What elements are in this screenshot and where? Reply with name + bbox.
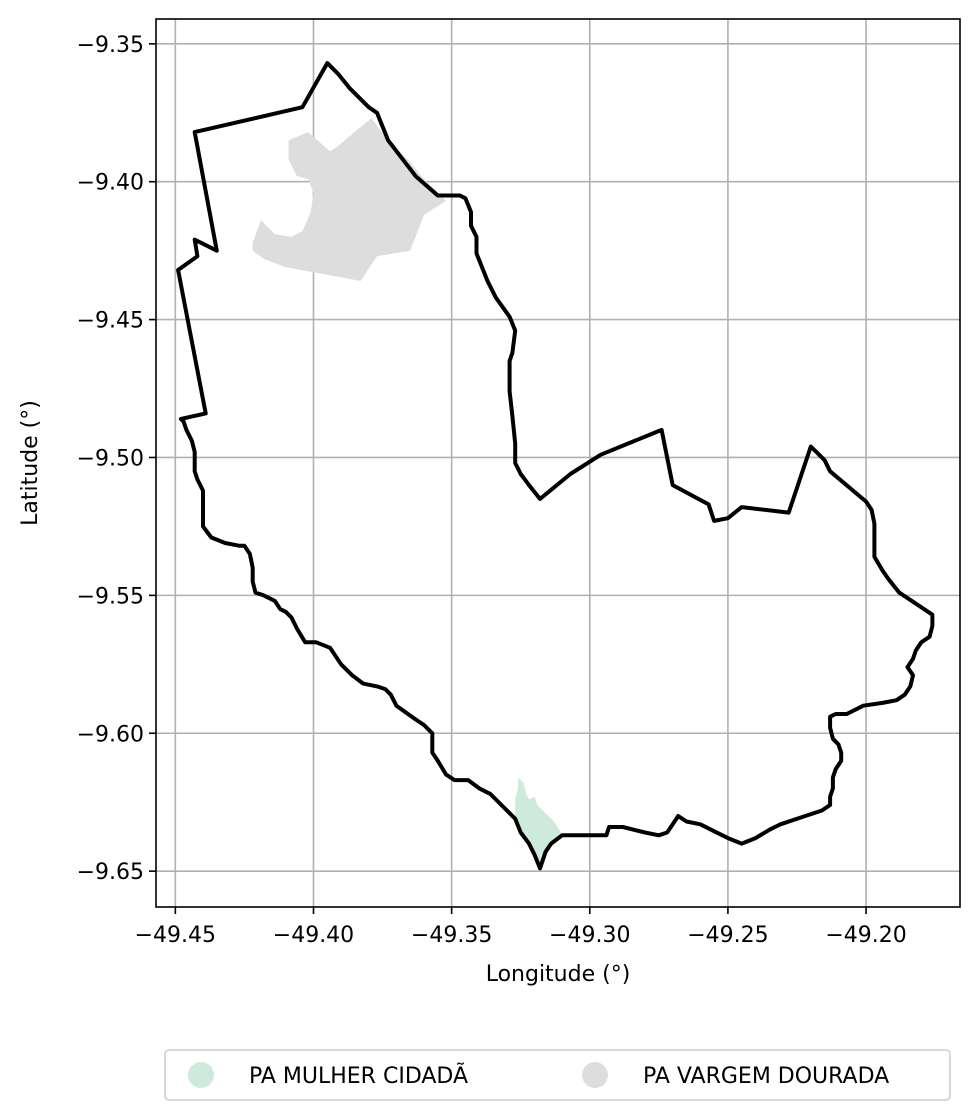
legend-label-mulher-cidada: PA MULHER CIDADÃ — [249, 1062, 468, 1089]
y-tick-label-2: −9.45 — [77, 309, 144, 334]
grid — [156, 19, 960, 907]
area-pa-vargem-dourada — [252, 118, 447, 281]
plot-frame — [155, 18, 961, 908]
legend-label-vargem-dourada: PA VARGEM DOURADA — [643, 1064, 889, 1089]
y-tick-label-6: −9.65 — [77, 860, 144, 885]
y-tick-label-1: −9.40 — [77, 171, 144, 196]
x-tick-label-5: −49.20 — [825, 923, 906, 948]
legend-marker-mulher-cidada — [188, 1062, 214, 1088]
legend-frame — [164, 1049, 951, 1101]
x-tick-label-0: −49.45 — [135, 923, 216, 948]
legend-marker-vargem-dourada — [582, 1062, 608, 1088]
y-tick-label-4: −9.55 — [77, 584, 144, 609]
boundary-outline — [176, 61, 935, 871]
x-tick-label-2: −49.35 — [411, 923, 492, 948]
y-axis-ticks: −9.35 −9.40 −9.45 −9.50 −9.55 −9.60 −9.65 — [77, 33, 156, 885]
y-tick-label-3: −9.50 — [77, 446, 144, 471]
y-tick-label-0: −9.35 — [77, 33, 144, 58]
x-tick-label-4: −49.25 — [687, 923, 768, 948]
x-axis-ticks: −49.45 −49.40 −49.35 −49.30 −49.25 −49.20 — [135, 907, 907, 948]
y-tick-label-5: −9.60 — [77, 722, 144, 747]
y-axis-label: Latitude (°) — [18, 400, 43, 526]
x-tick-label-1: −49.40 — [273, 923, 354, 948]
x-axis-label: Longitude (°) — [486, 962, 631, 987]
x-tick-label-3: −49.30 — [549, 923, 630, 948]
municipality-boundary — [176, 61, 935, 871]
legend: PA MULHER CIDADÃ PA VARGEM DOURADA — [164, 1049, 951, 1101]
